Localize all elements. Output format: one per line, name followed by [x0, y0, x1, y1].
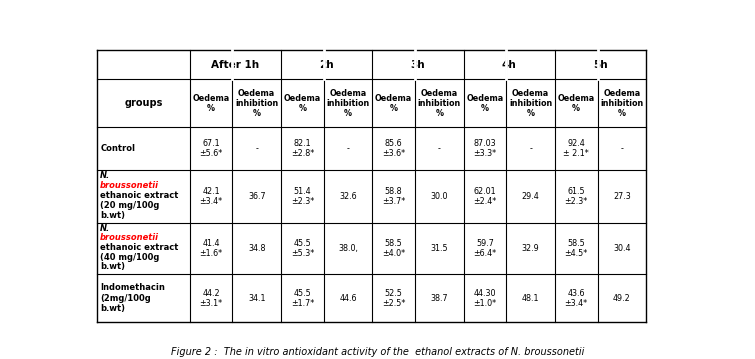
Text: 38.7: 38.7 [430, 294, 448, 303]
Text: 32.6: 32.6 [339, 192, 357, 201]
Text: 58.8
±3.7*: 58.8 ±3.7* [382, 187, 405, 206]
Text: -: - [347, 144, 350, 153]
Text: 52.5
±2.5*: 52.5 ±2.5* [382, 289, 405, 308]
Text: 31.5: 31.5 [430, 244, 448, 253]
Text: Oedema
%: Oedema % [558, 94, 595, 113]
Text: Figure 2 :  The in vitro antioxidant activity of the  ethanol extracts of N. bro: Figure 2 : The in vitro antioxidant acti… [171, 347, 584, 357]
Text: N.: N. [100, 224, 110, 233]
Text: Oedema
inhibition
%: Oedema inhibition % [418, 89, 461, 118]
Text: broussonetii: broussonetii [100, 233, 159, 242]
Text: ethanoic extract: ethanoic extract [100, 191, 179, 200]
Text: 44.2
±3.1*: 44.2 ±3.1* [199, 289, 223, 308]
Text: -: - [438, 144, 441, 153]
Text: 43.6
±3.4*: 43.6 ±3.4* [565, 289, 588, 308]
Text: -: - [529, 144, 532, 153]
Text: Indomethacin
(2mg/100g
b.wt): Indomethacin (2mg/100g b.wt) [100, 283, 165, 313]
Text: 41.4
±1.6*: 41.4 ±1.6* [199, 239, 223, 258]
Text: 2h: 2h [319, 60, 334, 70]
Text: 67.1
±5.6*: 67.1 ±5.6* [199, 139, 223, 158]
Text: 58.5
±4.0*: 58.5 ±4.0* [382, 239, 405, 258]
Text: 34.1: 34.1 [248, 294, 266, 303]
Text: 85.6
±3.6*: 85.6 ±3.6* [382, 139, 405, 158]
Text: 29.4: 29.4 [522, 192, 540, 201]
Text: 51.4
±2.3*: 51.4 ±2.3* [291, 187, 314, 206]
Text: 4h: 4h [502, 60, 516, 70]
Text: After 1h: After 1h [211, 60, 260, 70]
Text: 87.03
±3.3*: 87.03 ±3.3* [473, 139, 497, 158]
Text: 82.1
±2.8*: 82.1 ±2.8* [291, 139, 314, 158]
Text: 44.30
±1.0*: 44.30 ±1.0* [473, 289, 497, 308]
Text: 42.1
±3.4*: 42.1 ±3.4* [199, 187, 223, 206]
Text: Oedema
%: Oedema % [467, 94, 504, 113]
Text: Oedema
inhibition
%: Oedema inhibition % [235, 89, 279, 118]
Text: groups: groups [125, 98, 163, 108]
Text: N.: N. [100, 171, 110, 180]
Text: 45.5
±5.3*: 45.5 ±5.3* [291, 239, 314, 258]
Text: 30.0: 30.0 [430, 192, 448, 201]
Text: Oedema
%: Oedema % [375, 94, 412, 113]
Text: 36.7: 36.7 [248, 192, 266, 201]
Text: (40 mg/100g: (40 mg/100g [100, 252, 159, 261]
Text: 62.01
±2.4*: 62.01 ±2.4* [473, 187, 497, 206]
Text: b.wt): b.wt) [100, 262, 125, 271]
Text: 45.5
±1.7*: 45.5 ±1.7* [291, 289, 314, 308]
Text: 27.3: 27.3 [613, 192, 630, 201]
Text: -: - [621, 144, 624, 153]
Text: broussonetii: broussonetii [100, 181, 159, 190]
Text: 44.6: 44.6 [339, 294, 357, 303]
Text: 48.1: 48.1 [522, 294, 539, 303]
Text: 59.7
±6.4*: 59.7 ±6.4* [473, 239, 497, 258]
Text: 92.4
± 2.1*: 92.4 ± 2.1* [563, 139, 589, 158]
Text: b.wt): b.wt) [100, 211, 125, 220]
Text: Control: Control [100, 144, 135, 153]
Text: (20 mg/100g: (20 mg/100g [100, 201, 159, 210]
Text: 30.4: 30.4 [613, 244, 630, 253]
Text: 32.9: 32.9 [522, 244, 540, 253]
Text: Oedema
inhibition
%: Oedema inhibition % [326, 89, 370, 118]
Text: 38.0,: 38.0, [338, 244, 358, 253]
Text: 3h: 3h [411, 60, 425, 70]
Text: 58.5
±4.5*: 58.5 ±4.5* [565, 239, 588, 258]
Text: Oedema
inhibition
%: Oedema inhibition % [600, 89, 643, 118]
Text: Oedema
%: Oedema % [284, 94, 321, 113]
Text: 61.5
±2.3*: 61.5 ±2.3* [565, 187, 588, 206]
Text: -: - [255, 144, 258, 153]
Text: Oedema
inhibition
%: Oedema inhibition % [509, 89, 552, 118]
Text: 34.8: 34.8 [248, 244, 266, 253]
Text: ethanoic extract: ethanoic extract [100, 243, 179, 252]
Text: Oedema
%: Oedema % [193, 94, 230, 113]
Text: 49.2: 49.2 [613, 294, 630, 303]
Text: 5h: 5h [593, 60, 608, 70]
